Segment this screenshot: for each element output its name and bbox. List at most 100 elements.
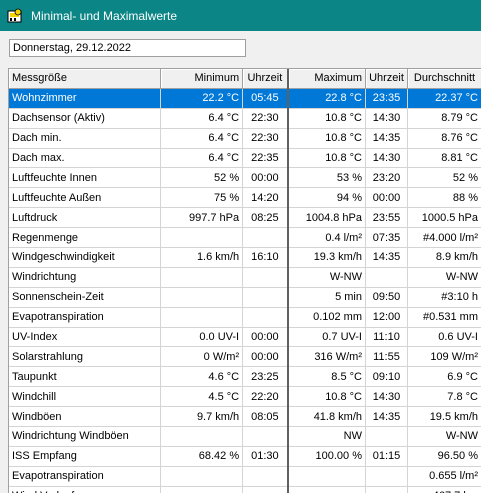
cell-maximum: 19.3 km/h (287, 247, 366, 268)
table-row[interactable]: Evapotranspiration 0.102 mm 12:00 #0.531 mm (9, 307, 481, 328)
cell-minimum: 68.42 % (160, 446, 244, 467)
cell-measure: Windgeschwindigkeit (9, 247, 162, 268)
cell-maximum (287, 486, 366, 493)
table-row[interactable]: Dachsensor (Aktiv) 6.4 °C 22:30 10.8 °C 14:3… (9, 108, 481, 129)
table-row[interactable]: Dach min. 6.4 °C 22:30 10.8 °C 14:35 8.76 °C (9, 128, 481, 149)
cell-measure: Windrichtung Windböen (9, 426, 162, 447)
table-row[interactable]: Regenmenge 0.4 l/m² 07:35 #4.000 l/m² (9, 227, 481, 249)
cell-measure: Regenmenge (9, 227, 162, 249)
cell-maximum: 22.8 °C (287, 88, 366, 109)
cell-maximum: 316 W/m² (287, 346, 366, 368)
cell-min-time: 08:25 (242, 207, 289, 229)
cell-max-time: 23:55 (365, 207, 408, 229)
cell-measure: Wohnzimmer (9, 88, 162, 109)
cell-maximum: 0.102 mm (287, 307, 366, 328)
cell-max-time: 00:00 (365, 187, 408, 209)
cell-min-time (242, 287, 289, 308)
cell-maximum: 10.8 °C (287, 108, 366, 129)
cell-measure: Dach min. (9, 128, 162, 149)
cell-maximum: NW (287, 426, 366, 447)
cell-max-time: 09:10 (365, 366, 408, 388)
cell-min-time: 00:00 (242, 327, 289, 348)
cell-maximum: 10.8 °C (287, 148, 366, 169)
cell-max-time: 01:15 (365, 446, 408, 467)
cell-max-time (365, 267, 408, 288)
cell-maximum: 0.7 UV-I (287, 327, 366, 348)
window-title: Minimal- und Maximalwerte (31, 8, 178, 23)
cell-minimum: 1.6 km/h (160, 247, 244, 268)
table-row[interactable]: UV-Index 0.0 UV-I 00:00 0.7 UV-I 11:10 0.6 UV… (9, 327, 481, 348)
cell-minimum: 997.7 hPa (160, 207, 244, 229)
table-row[interactable]: Luftdruck 997.7 hPa 08:25 1004.8 hPa 23:55 10… (9, 207, 481, 229)
cell-measure: Windchill (9, 386, 162, 408)
date-field[interactable]: Donnerstag, 29.12.2022 (9, 39, 246, 57)
cell-minimum (160, 227, 244, 249)
cell-measure: Luftdruck (9, 207, 162, 229)
table-row[interactable]: Windgeschwindigkeit 1.6 km/h 16:10 19.3 km/… (9, 247, 481, 268)
column-header-messgroesse[interactable]: Messgröße (9, 69, 162, 89)
cell-measure: Dach max. (9, 148, 162, 169)
cell-minimum (160, 486, 244, 493)
cell-minimum (160, 426, 244, 447)
column-header-maximum[interactable]: Maximum (287, 69, 366, 89)
cell-measure: Evapotranspiration (9, 466, 162, 487)
cell-min-time: 08:05 (242, 406, 289, 428)
cell-measure: Sonnenschein-Zeit (9, 287, 162, 308)
cell-minimum: 6.4 °C (160, 108, 244, 129)
cell-average: 8.81 °C (407, 148, 481, 169)
cell-max-time (365, 486, 408, 493)
cell-min-time: 05:45 (242, 88, 289, 109)
cell-max-time: 07:35 (365, 227, 408, 249)
cell-max-time: 23:20 (365, 167, 408, 189)
cell-minimum: 4.5 °C (160, 386, 244, 408)
table-row[interactable]: Luftfeuchte Außen 75 % 14:20 94 % 00:00 88 % (9, 187, 481, 209)
cell-average: #0.531 mm (407, 307, 481, 328)
column-header-minimum[interactable]: Minimum (160, 69, 244, 89)
table-row[interactable]: Evapotranspiration 0.655 l/m² (9, 466, 481, 487)
table-row[interactable]: Sonnenschein-Zeit 5 min 09:50 #3:10 h (9, 287, 481, 308)
cell-average: 8.79 °C (407, 108, 481, 129)
table-row[interactable]: Windchill 4.5 °C 22:20 10.8 °C 14:30 7.8 °C (9, 386, 481, 408)
cell-measure: ISS Empfang (9, 446, 162, 467)
column-header-uhrzeit-max[interactable]: Uhrzeit (365, 69, 408, 89)
cell-minimum: 75 % (160, 187, 244, 209)
cell-average: #4.000 l/m² (407, 227, 481, 249)
cell-maximum: W-NW (287, 267, 366, 288)
column-header-durchschnitt[interactable]: Durchschnitt (407, 69, 481, 89)
table-row[interactable]: Solarstrahlung 0 W/m² 00:00 316 W/m² 11:55 10… (9, 346, 481, 368)
table-row[interactable]: Windböen 9.7 km/h 08:05 41.8 km/h 14:35 19.5 … (9, 406, 481, 428)
cell-minimum: 0.0 UV-I (160, 327, 244, 348)
cell-average: 0.6 UV-I (407, 327, 481, 348)
cell-maximum: 53 % (287, 167, 366, 189)
table-row[interactable]: Windrichtung W-NW W-NW (9, 267, 481, 288)
cell-minimum: 4.6 °C (160, 366, 244, 388)
cell-max-time: 11:10 (365, 327, 408, 348)
cell-measure: Evapotranspiration (9, 307, 162, 328)
table-row[interactable]: Dach max. 6.4 °C 22:35 10.8 °C 14:30 8.81 °C (9, 148, 481, 169)
cell-measure: Luftfeuchte Außen (9, 187, 162, 209)
cell-min-time (242, 227, 289, 249)
cell-minimum (160, 307, 244, 328)
title-bar[interactable]: Minimal- und Maximalwerte (0, 0, 481, 31)
cell-minimum: 9.7 km/h (160, 406, 244, 428)
values-grid[interactable]: Messgröße Minimum Uhrzeit Maximum Uhrzei… (8, 68, 481, 493)
cell-measure: UV-Index (9, 327, 162, 348)
cell-average: 7.8 °C (407, 386, 481, 408)
cell-minimum (160, 287, 244, 308)
cell-average: 22.37 °C (407, 88, 481, 109)
table-row[interactable]: Taupunkt 4.6 °C 23:25 8.5 °C 09:10 6.9 °C (9, 366, 481, 388)
header-row: Messgröße Minimum Uhrzeit Maximum Uhrzei… (9, 69, 481, 89)
column-header-uhrzeit-min[interactable]: Uhrzeit (242, 69, 289, 89)
table-row[interactable]: ISS Empfang 68.42 % 01:30 100.00 % 01:15 96.5… (9, 446, 481, 467)
cell-max-time: 14:30 (365, 386, 408, 408)
cell-min-time: 01:30 (242, 446, 289, 467)
cell-min-time (242, 486, 289, 493)
table-row[interactable]: Luftfeuchte Innen 52 % 00:00 53 % 23:20 52 % (9, 167, 481, 189)
cell-min-time: 00:00 (242, 346, 289, 368)
cell-average: 8.76 °C (407, 128, 481, 149)
cell-measure: Solarstrahlung (9, 346, 162, 368)
cell-minimum (160, 267, 244, 288)
table-row[interactable]: Windrichtung Windböen NW W-NW (9, 426, 481, 447)
table-row[interactable]: Wohnzimmer 22.2 °C 05:45 22.8 °C 23:35 22.37 … (9, 88, 481, 109)
cell-min-time: 22:30 (242, 108, 289, 129)
